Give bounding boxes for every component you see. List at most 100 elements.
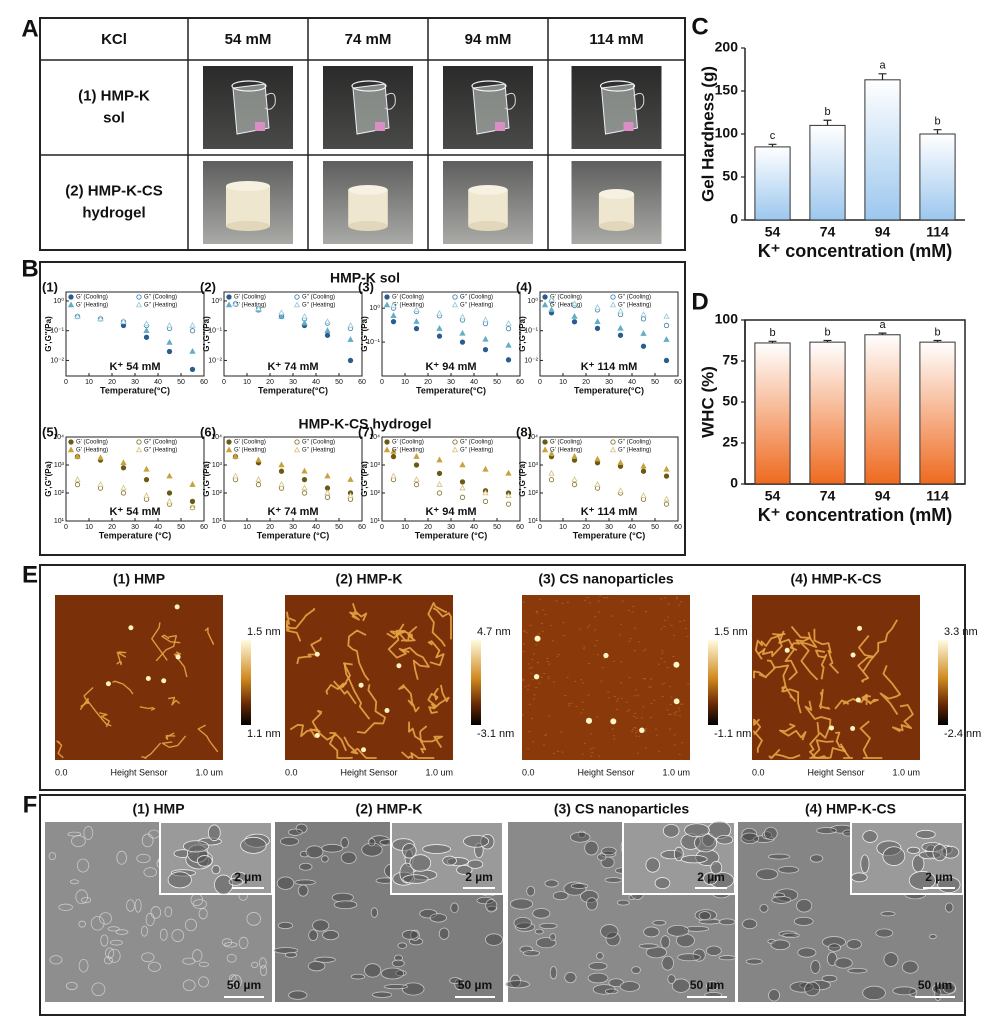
data-point <box>640 330 647 336</box>
sem-texture <box>288 828 303 836</box>
afm-fiber <box>141 742 162 759</box>
axis-title: Height Sensor <box>807 767 864 777</box>
afm-bright-spot <box>396 663 402 669</box>
x-tick-label: 20 <box>266 379 274 386</box>
data-point <box>97 315 104 322</box>
x-tick-label: 20 <box>582 379 590 386</box>
sem-texture <box>822 936 846 948</box>
afm-fiber <box>779 723 807 741</box>
data-point <box>413 453 420 459</box>
afm-bright-spot <box>314 732 320 738</box>
x-tick-label: 40 <box>470 379 478 386</box>
afm-noise <box>611 728 614 730</box>
data-point <box>505 492 512 498</box>
inset-texture <box>207 824 221 842</box>
afm-bright-spot <box>161 678 167 684</box>
afm-fiber <box>809 739 834 759</box>
x-tick-label: 0 <box>222 524 226 531</box>
afm-image <box>752 595 920 760</box>
afm-noise <box>668 713 671 715</box>
legend-label: G'' (Heating) <box>144 303 177 309</box>
data-point <box>278 309 285 316</box>
legend-label: G'' (Cooling) <box>144 440 177 446</box>
sem-texture <box>258 957 267 969</box>
afm-noise <box>560 731 563 733</box>
afm-noise <box>532 741 535 743</box>
x-tick-label: 40 <box>312 379 320 386</box>
y-tick-label: 10⁰ <box>211 297 222 305</box>
gel-cylinder <box>468 190 508 226</box>
y-axis-label: G',G''(Pa) <box>44 461 53 497</box>
error-bar <box>768 340 777 343</box>
sem-texture <box>585 897 598 911</box>
y-tick-label: 10¹ <box>212 518 223 525</box>
gel-top <box>598 189 635 199</box>
sem-texture <box>397 942 407 949</box>
sem-texture <box>308 929 319 942</box>
afm-fiber <box>892 704 914 733</box>
y-tick-label: 10⁴ <box>53 434 64 441</box>
afm-fiber <box>387 630 410 659</box>
afm-noise <box>589 602 592 604</box>
data-point <box>505 320 512 326</box>
row-label: sol <box>103 109 125 126</box>
afm-noise <box>679 601 682 603</box>
sem-texture <box>667 974 676 984</box>
y-axis-label: G',G''(Pa) <box>360 316 369 352</box>
sem-texture <box>706 980 719 991</box>
data-point <box>120 484 127 491</box>
afm-noise <box>628 640 631 642</box>
afm-noise <box>578 628 581 630</box>
inset-texture <box>684 823 710 838</box>
afm-noise <box>618 634 621 636</box>
sem-texture <box>333 900 358 910</box>
afm-noise <box>598 755 601 757</box>
afm-fiber <box>879 665 901 715</box>
data-point <box>232 453 239 459</box>
sem-texture <box>288 990 308 1000</box>
sem-texture <box>145 912 155 927</box>
afm-noise <box>661 652 664 654</box>
inset-texture <box>860 854 870 874</box>
afm-fiber <box>754 633 782 660</box>
legend-marker <box>293 446 301 453</box>
legend-label: G'' (Heating) <box>618 448 651 454</box>
legend-marker <box>383 446 391 453</box>
sem-texture <box>49 955 63 965</box>
sem-texture <box>827 943 842 952</box>
afm-noise <box>561 603 564 605</box>
legend-marker <box>294 294 300 300</box>
scale-max: 1.5 nm <box>714 626 748 638</box>
legend-marker <box>384 294 390 300</box>
sem-texture <box>485 933 503 946</box>
afm-noise <box>552 752 555 754</box>
data-point <box>505 357 512 363</box>
annotation: K⁺ 94 mM <box>425 506 476 518</box>
x-tick-label: 50 <box>177 524 185 531</box>
afm-fiber <box>768 748 801 759</box>
sem-texture <box>75 889 88 905</box>
y-tick-label: 10³ <box>528 462 539 469</box>
sem-texture <box>742 918 758 930</box>
afm-noise <box>675 711 678 713</box>
data-point <box>143 492 150 498</box>
afm-noise <box>661 649 664 651</box>
sem-texture <box>277 921 293 930</box>
afm-fiber <box>286 607 316 631</box>
sem-texture <box>643 926 660 938</box>
photo-cup <box>352 83 390 135</box>
afm-noise <box>633 726 636 728</box>
data-point <box>640 310 647 317</box>
sem-texture <box>307 960 326 972</box>
afm-noise <box>528 703 531 705</box>
afm-noise <box>564 695 567 697</box>
data-point <box>324 489 331 496</box>
afm-fiber <box>813 628 840 674</box>
sem-texture <box>372 991 393 998</box>
data-point <box>594 304 601 310</box>
sem-texture <box>109 939 123 946</box>
sem-texture <box>115 929 129 935</box>
sem-texture <box>816 827 837 835</box>
afm-noise <box>522 650 525 652</box>
sem-texture <box>770 939 791 951</box>
